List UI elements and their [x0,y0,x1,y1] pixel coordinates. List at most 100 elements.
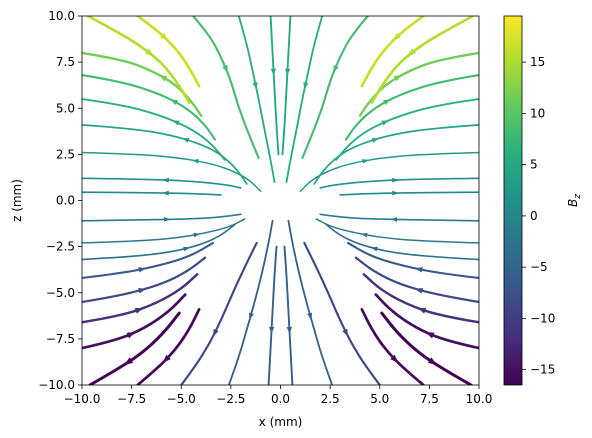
streamline-arrow-36 [390,217,398,222]
streamline-arrow-40 [414,288,423,294]
streamline-arrow-2 [192,158,199,164]
streamline-arrow-33 [212,328,219,337]
streamline-arrow-13 [392,190,399,196]
streamline-0 [82,177,242,189]
y-tick-label: −5.0 [46,286,75,300]
streamline-arrow-9 [222,64,228,73]
y-axis-ticks: −10.0 −7.5 −5.0 −2.5 0.0 2.5 5.0 7.5 10.0 [38,9,82,392]
streamline-43 [380,311,473,385]
streamline-arrow-19 [407,48,416,57]
streamline-arrow-4 [172,120,180,126]
x-tick-label: −7.5 [117,392,146,406]
streamline-21 [301,16,369,160]
colorbar-tick-label: −15 [530,363,555,377]
streamline-arrow-10 [252,82,258,90]
y-tick-label: 7.5 [56,55,75,69]
colorbar-tick-label: 10 [530,106,545,120]
streamline-31 [88,311,181,385]
x-axis-label: x (mm) [259,415,303,429]
streamline-35 [267,245,278,385]
streamlines-layer [82,16,479,385]
streamline-34 [227,219,274,385]
colorbar [503,15,523,386]
streamline-42 [374,293,479,350]
colorbar-label-main: B [566,199,580,207]
x-tick-label: 10.0 [466,392,493,406]
streamline-arrow-42 [425,332,435,339]
streamline-arrow-29 [134,308,144,314]
x-tick-label: 2.5 [321,392,340,406]
colorbar-tick-label: 0 [530,209,538,223]
streamline-3 [82,124,248,185]
streamline-arrow-17 [382,99,391,106]
streamline-46 [287,219,334,385]
streamline-22 [285,16,324,183]
streamline-23 [281,16,292,156]
streamline-arrow-41 [417,308,427,314]
streamline-arrow-47 [286,326,292,335]
streamline-arrow-44 [390,354,399,363]
x-axis-ticks: −10.0 −7.5 −5.0 −2.5 0.0 2.5 5.0 7.5 10.0 [64,385,493,406]
arrowheads-layer [124,32,437,365]
streamline-15 [313,124,479,185]
y-tick-label: 5.0 [56,101,75,115]
y-tick-label: −7.5 [46,332,75,346]
streamline-arrow-28 [138,288,147,294]
streamline-arrow-14 [362,158,369,164]
streamline-arrow-43 [427,357,437,365]
streamline-arrow-5 [170,99,179,106]
streamline-arrow-46 [307,312,313,320]
streamline-27 [82,241,215,280]
y-tick-label: 10.0 [48,9,75,23]
y-tick-label: 0.0 [56,194,75,208]
x-tick-label: 5.0 [370,392,389,406]
streamline-28 [82,256,207,304]
streamline-arrow-38 [370,246,378,252]
streamline-arrow-15 [371,137,379,143]
streamline-30 [82,293,187,350]
colorbar-label-sub: z [573,194,583,200]
streamline-arrow-7 [145,48,154,57]
colorbar-tick-label: 5 [530,158,538,172]
streamline-32 [136,308,201,385]
streamline-14 [299,151,479,193]
streamline-45 [303,241,381,385]
streamline-arrow-3 [182,137,190,143]
streamline-arrow-37 [361,232,368,238]
streamline-36 [319,213,479,222]
streamline-33 [180,241,258,385]
colorbar-ticks: −15 −10 −5 0 5 10 15 [522,55,555,377]
streamline-10 [237,16,276,183]
streamline-arrow-26 [183,246,191,252]
colorbar-tick-label: −10 [530,311,555,325]
streamline-arrow-20 [392,32,402,41]
streamline-arrow-21 [333,64,339,73]
colorbar-tick-label: −5 [530,260,548,274]
x-tick-label: −10.0 [64,392,101,406]
streamline-20 [360,16,425,88]
streamline-arrow-34 [248,312,254,320]
streamline-9 [192,16,260,160]
streamline-44 [360,308,425,385]
streamline-arrow-8 [159,32,169,41]
streamline-arrow-35 [269,326,275,335]
streamline-47 [283,245,294,385]
streamline-8 [136,16,201,88]
y-tick-label: −10.0 [38,378,75,392]
colorbar-tick-label: 15 [530,55,545,69]
x-tick-label: −2.5 [216,392,245,406]
streamline-24 [82,213,242,222]
streamline-2 [82,151,262,193]
streamline-arrow-24 [163,217,171,222]
streamline-arrow-6 [159,74,168,82]
streamline-arrow-11 [270,68,277,76]
streamline-arrow-45 [342,328,349,337]
streamline-40 [354,256,479,304]
y-tick-label: 2.5 [56,147,75,161]
streamline-arrow-16 [381,120,389,126]
streamline-11 [269,16,280,156]
streamline-arrow-30 [126,332,136,339]
streamline-41 [362,273,479,324]
streamline-arrow-27 [138,267,147,273]
streamline-arrow-18 [393,74,402,82]
